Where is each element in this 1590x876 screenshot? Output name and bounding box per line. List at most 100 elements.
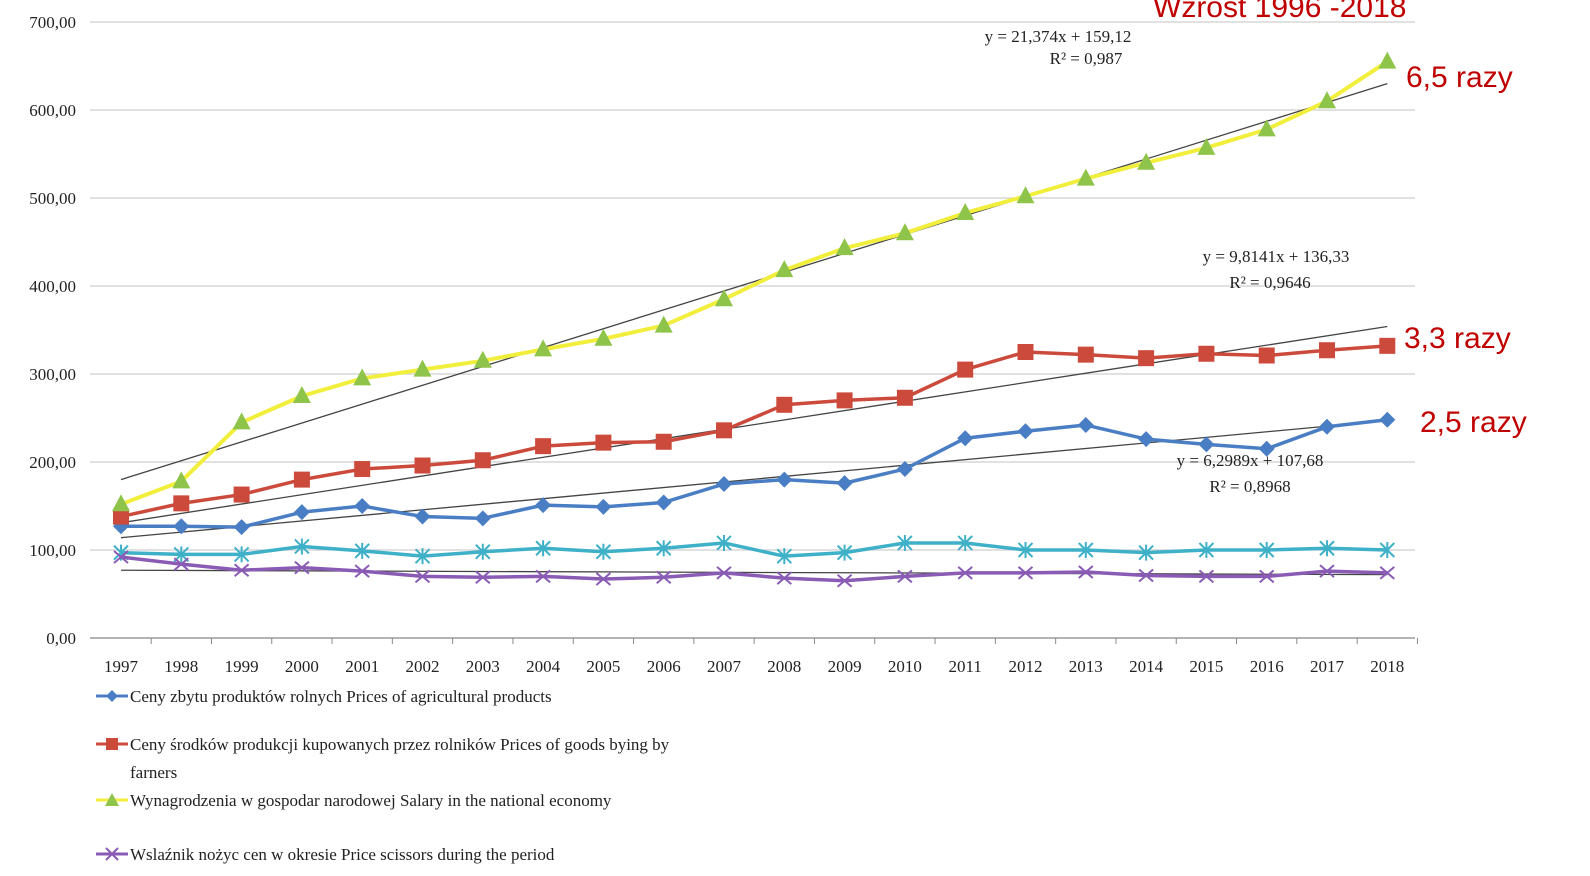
- data-point: [293, 471, 310, 488]
- data-point: [836, 392, 853, 409]
- data-point: [474, 452, 491, 469]
- data-point: [594, 328, 613, 346]
- x-tick-label: 2018: [1370, 657, 1404, 676]
- salary-growth-label: 6,5 razy: [1406, 61, 1513, 94]
- data-point: [414, 569, 431, 584]
- x-tick-label: 2011: [949, 657, 982, 676]
- data-point: [1138, 431, 1155, 448]
- trendline: [120, 82, 1388, 481]
- series: [112, 51, 1397, 512]
- data-point: [1198, 345, 1215, 362]
- data-point: [595, 572, 612, 586]
- data-point: [535, 438, 552, 455]
- series-lines: [112, 51, 1397, 588]
- x-axis: 1997 1998 1999 2000 2001 2002 2003 2004 2005 2006…: [104, 638, 1418, 676]
- data-point: [1198, 542, 1215, 558]
- data-point: [1017, 423, 1034, 440]
- svg-text:Wslaźnik nożyc cen w okresie P: Wslaźnik nożyc cen w okresie Price sciss…: [130, 845, 555, 864]
- data-point: [1378, 51, 1397, 69]
- x-tick-label: 2006: [647, 657, 681, 676]
- x-tick-label: 2004: [526, 657, 561, 676]
- trend-salary-r2: R² = 0,987: [1050, 49, 1123, 68]
- x-tick-label: 2003: [466, 657, 500, 676]
- data-point: [1379, 542, 1396, 558]
- data-point: [716, 534, 732, 551]
- trend-goods-r2: R² = 0,9646: [1229, 273, 1310, 292]
- data-point: [836, 574, 853, 588]
- trendlines: [120, 82, 1388, 576]
- growth-title: Wzrost 1996 -2018: [1153, 0, 1406, 24]
- data-point: [1198, 436, 1215, 453]
- data-point: [1017, 344, 1034, 360]
- data-point: [1138, 544, 1154, 561]
- data-point: [656, 570, 672, 585]
- data-point: [1258, 440, 1275, 457]
- x-tick-label: 1998: [164, 657, 198, 676]
- x-tick-label: 1999: [225, 657, 259, 676]
- data-point: [1137, 152, 1156, 170]
- data-point: [896, 461, 913, 478]
- trend-goods-equation: y = 9,8141x + 136,33: [1203, 247, 1350, 266]
- data-point: [1319, 540, 1335, 557]
- y-tick-label: 0,00: [46, 629, 76, 648]
- data-point: [1259, 569, 1275, 584]
- data-point: [1198, 569, 1215, 584]
- data-point: [112, 494, 130, 512]
- x-tick-label: 2017: [1310, 657, 1345, 676]
- x-tick-label: 2010: [888, 657, 922, 676]
- data-point: [595, 543, 612, 560]
- data-point: [1319, 418, 1335, 435]
- data-point: [1319, 342, 1335, 359]
- data-point: [292, 386, 311, 403]
- data-point: [354, 498, 371, 514]
- data-point: [1078, 565, 1094, 579]
- series-line: [120, 59, 1389, 507]
- data-point: [414, 457, 431, 474]
- series-line: [120, 344, 1388, 519]
- data-point: [655, 433, 672, 450]
- data-point: [836, 544, 853, 561]
- data-point: [113, 508, 129, 525]
- data-point: [1258, 347, 1275, 364]
- x-tick-label: 2012: [1009, 657, 1043, 676]
- x-tick-label: 2001: [345, 657, 379, 676]
- x-tick-label: 2007: [707, 657, 742, 676]
- data-point: [897, 569, 913, 584]
- legend-item-salary: Wynagrodzenia w gospodar narodowej Salar…: [96, 791, 612, 810]
- svg-text:Wynagrodzenia w gospodar narod: Wynagrodzenia w gospodar narodowej Salar…: [130, 791, 612, 810]
- legend: Ceny zbytu produktów rolnych Prices of a…: [96, 687, 670, 864]
- data-point: [1258, 542, 1275, 558]
- data-point: [232, 412, 251, 430]
- data-point: [716, 422, 732, 439]
- data-point: [1379, 566, 1395, 580]
- data-point: [655, 540, 672, 557]
- data-point: [233, 563, 250, 577]
- data-point: [957, 430, 974, 447]
- data-point: [835, 238, 854, 256]
- data-point: [1076, 168, 1095, 186]
- data-point: [354, 564, 370, 578]
- data-point: [776, 471, 793, 488]
- x-tick-label: 2000: [285, 657, 319, 676]
- x-marker-icon: [105, 847, 119, 861]
- y-tick-label: 700,00: [29, 13, 76, 32]
- x-tick-label: 2002: [406, 657, 440, 676]
- x-tick-label: 2008: [767, 657, 801, 676]
- legend-item-agricultural-prices: Ceny zbytu produktów rolnych Prices of a…: [96, 687, 552, 706]
- data-point: [836, 475, 853, 492]
- diamond-marker-icon: [106, 690, 118, 702]
- legend-item-goods-prices: Ceny środków produkcji kupowanych przez …: [96, 735, 670, 782]
- y-tick-label: 400,00: [29, 277, 76, 296]
- trend-agri-equation: y = 6,2989x + 107,68: [1177, 451, 1324, 470]
- trend-salary-equation: y = 21,374x + 159,12: [985, 27, 1132, 46]
- data-point: [1197, 137, 1216, 155]
- data-point: [1257, 119, 1276, 137]
- series: [113, 411, 1396, 536]
- y-tick-label: 200,00: [29, 453, 76, 472]
- data-point: [294, 538, 310, 555]
- data-point: [354, 542, 370, 559]
- data-point: [896, 389, 913, 406]
- x-tick-label: 2013: [1069, 657, 1103, 676]
- data-point: [776, 548, 793, 565]
